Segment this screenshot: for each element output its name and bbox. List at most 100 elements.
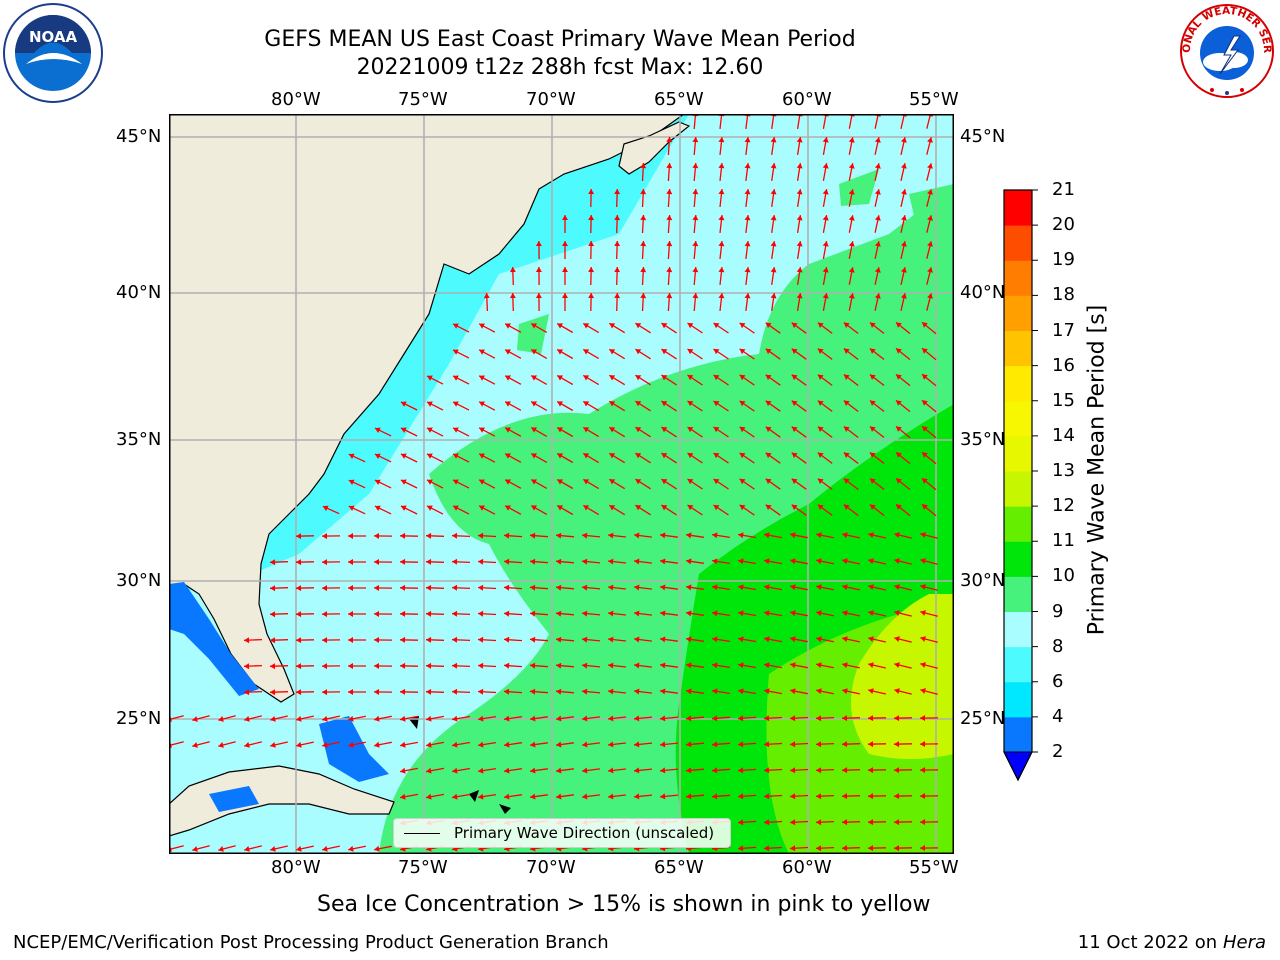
wave-arrow-head (765, 400, 772, 407)
wave-arrow-head (479, 323, 485, 329)
wave-arrow-head (842, 767, 848, 774)
legend-label: Primary Wave Direction (unscaled) (454, 824, 715, 842)
wave-arrow-head (374, 585, 379, 591)
wave-arrow-head (822, 137, 829, 143)
wave-arrow-head (244, 846, 250, 852)
colorbar-segment (1004, 681, 1032, 718)
wave-arrow-head (296, 637, 302, 644)
wave-arrow-head (634, 610, 640, 617)
wave-arrow-head (901, 293, 907, 299)
wave-arrow-head (640, 293, 647, 299)
wave-period-map (169, 114, 954, 854)
wave-arrow-head (530, 532, 536, 539)
wave-arrow-head (661, 323, 668, 329)
wave-arrow-head (322, 505, 329, 512)
wave-arrow-head (400, 401, 407, 407)
wave-arrow-head (374, 689, 379, 695)
wave-arrow-head (556, 584, 562, 591)
wave-arrow-head (427, 427, 433, 433)
wave-arrow-head (556, 636, 562, 643)
wave-arrow-head (843, 400, 850, 406)
wave-arrow (693, 114, 697, 130)
wave-arrow-head (453, 427, 459, 433)
wave-arrow-head (582, 532, 588, 539)
wave-arrow-head (296, 845, 302, 852)
wave-arrow-head (686, 715, 692, 722)
wave-arrow-head (874, 293, 881, 299)
wave-arrow-head (869, 426, 876, 432)
wave-arrow-head (922, 478, 928, 484)
wave-arrow-head (922, 348, 928, 354)
wave-arrow-head (634, 558, 640, 565)
wave-arrow-head (400, 453, 407, 459)
wave-arrow-head (660, 741, 666, 748)
wave-arrow-head (244, 742, 250, 748)
wave-arrow-head (244, 663, 250, 670)
wave-arrow-head (738, 715, 744, 722)
wave-arrow-head (322, 845, 328, 852)
wave-arrow-head (660, 662, 666, 669)
wave-arrow-head (426, 715, 432, 722)
wave-arrow-head (400, 584, 406, 591)
wave-arrow-head (765, 478, 772, 485)
wave-arrow-head (562, 215, 568, 220)
wave-arrow-head (920, 610, 926, 616)
wave-arrow-head (765, 322, 772, 329)
wave-arrow-head (504, 662, 510, 669)
wave-arrow-head (634, 767, 640, 774)
wave-arrow-head (738, 532, 744, 539)
wave-arrow-head (479, 505, 485, 511)
wave-arrow-head (608, 532, 614, 539)
wave-arrow-head (530, 767, 536, 774)
wave-arrow-head (322, 611, 327, 618)
wave-arrow-head (712, 715, 718, 722)
wave-arrow-head (686, 532, 692, 539)
wave-arrow-head (739, 478, 746, 485)
wave-arrow-head (713, 401, 720, 407)
wave-arrow-head (790, 793, 796, 800)
wave-arrow-head (614, 241, 621, 247)
wave-arrow-head (817, 504, 824, 510)
wave-arrow-head (660, 610, 666, 617)
wave-arrow-head (556, 662, 562, 669)
wave-arrow-head (557, 453, 563, 459)
wave-arrow-head (426, 767, 432, 774)
wave-arrow-head (582, 584, 588, 591)
wave-arrow-head (635, 323, 642, 329)
wave-arrow-head (348, 845, 354, 852)
wave-arrow-head (896, 452, 902, 458)
wave-arrow-head (894, 636, 900, 642)
lon-label-bottom: 65°W (654, 857, 704, 878)
wave-arrow-head (562, 267, 568, 272)
wave-arrow-head (790, 741, 796, 748)
wave-arrow-head (790, 715, 796, 722)
wave-arrow-head (738, 688, 744, 695)
wave-arrow-head (848, 189, 855, 195)
wave-arrow-head (582, 793, 588, 800)
wave-arrow-head (374, 715, 380, 722)
wave-arrow-head (868, 845, 874, 852)
wave-arrow-head (922, 400, 928, 406)
wave-arrow-head (400, 610, 406, 617)
wave-arrow-head (348, 637, 353, 643)
wave-arrow-head (608, 793, 614, 800)
wave-arrow-head (817, 426, 824, 432)
wave-arrow-head (764, 584, 770, 591)
wave-arrow-head (712, 558, 718, 565)
wave-arrow-head (426, 741, 432, 748)
wave-arrow-head (790, 610, 796, 617)
wave-arrow-head (848, 215, 855, 221)
wave-arrow-head (686, 584, 692, 591)
wave-arrow-head (817, 374, 824, 380)
wave-arrow-head (816, 793, 822, 800)
wave-arrow-head (843, 322, 850, 328)
wave-arrow-head (816, 636, 822, 643)
wave-arrow-head (817, 322, 824, 328)
wave-arrow-head (509, 267, 516, 273)
wave-arrow-head (868, 741, 874, 748)
wave-arrow-head (713, 375, 720, 381)
colorbar-tick-label: 20 (1052, 214, 1075, 236)
wave-arrow-head (557, 479, 563, 485)
wave-arrow-head (842, 532, 848, 539)
wave-arrow-head (687, 349, 694, 355)
